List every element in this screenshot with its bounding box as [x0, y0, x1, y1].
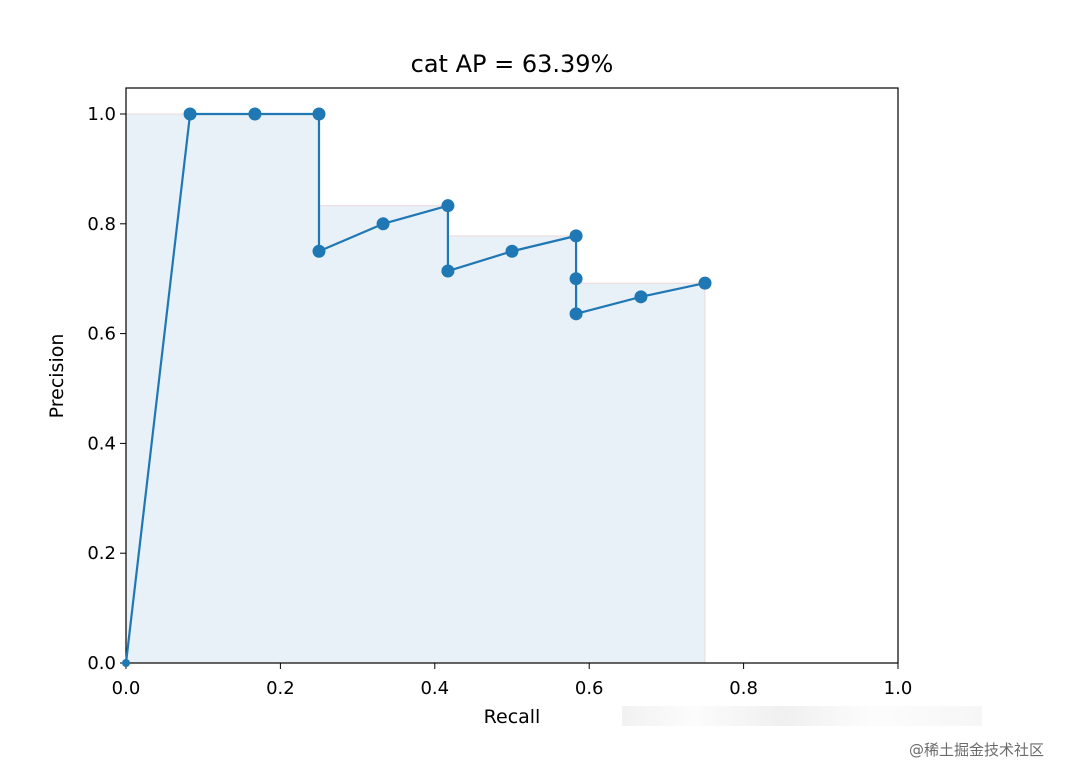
x-tick-label: 0.6: [575, 678, 604, 699]
chart-title: cat AP = 63.39%: [411, 50, 614, 78]
x-ticks: 0.0 0.2 0.4 0.6 0.8 1.0: [112, 663, 913, 699]
x-axis-label: Recall: [484, 706, 541, 728]
pr-point: [569, 229, 583, 243]
y-tick-label: 0.2: [87, 543, 116, 564]
x-tick-label: 0.8: [729, 678, 758, 699]
x-tick-label: 0.4: [420, 678, 449, 699]
watermark: @稀土掘金技术社区: [908, 741, 1044, 759]
pr-point: [505, 244, 519, 258]
blurred-strip: [622, 706, 982, 726]
pr-point: [376, 217, 390, 231]
pr-point: [248, 107, 262, 121]
x-tick-label: 0.0: [112, 678, 141, 699]
y-tick-label: 0.8: [87, 214, 116, 235]
pr-point: [312, 107, 326, 121]
y-tick-label: 1.0: [87, 104, 116, 125]
pr-area-fill: [126, 114, 705, 663]
area-layer: [126, 113, 706, 663]
y-tick-label: 0.0: [87, 653, 116, 674]
y-tick-label: 0.6: [87, 324, 116, 345]
series-layer: [122, 107, 712, 667]
pr-point: [441, 199, 455, 213]
pr-point: [634, 290, 648, 304]
pr-point: [569, 272, 583, 286]
plot-frame: [125, 87, 899, 664]
pr-point: [183, 107, 197, 121]
pr-point: [569, 307, 583, 321]
y-axis-label: Precision: [46, 334, 68, 419]
pr-point: [441, 264, 455, 278]
y-ticks: 0.0 0.2 0.4 0.6 0.8 1.0: [87, 104, 126, 674]
pr-point: [122, 659, 130, 667]
pr-point: [698, 276, 712, 290]
x-tick-label: 1.0: [884, 678, 913, 699]
x-tick-label: 0.2: [266, 678, 295, 699]
pr-point: [312, 244, 326, 258]
y-tick-label: 0.4: [87, 433, 116, 454]
